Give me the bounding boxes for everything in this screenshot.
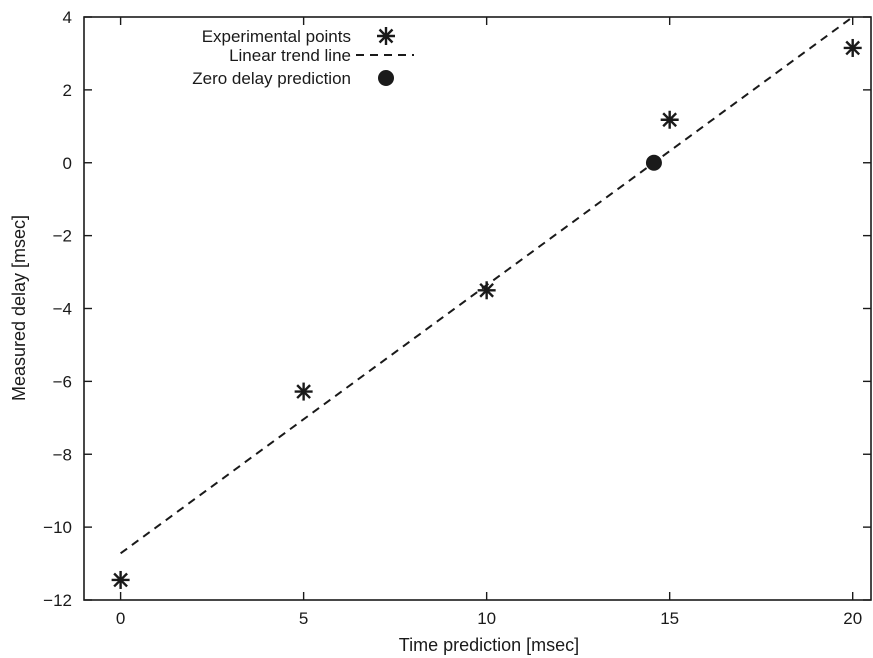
x-tick-label: 10 <box>477 609 496 628</box>
legend-dot-icon <box>378 70 394 86</box>
y-tick-label: 4 <box>63 8 72 27</box>
y-tick-label: 0 <box>63 154 72 173</box>
data-point-asterisk <box>660 110 679 129</box>
data-point-asterisk <box>843 38 862 57</box>
x-tick-label: 15 <box>660 609 679 628</box>
x-axis-label: Time prediction [msec] <box>399 635 579 655</box>
legend-label: Linear trend line <box>229 46 351 65</box>
data-point-asterisk <box>477 281 496 300</box>
data-point-asterisk <box>294 382 313 401</box>
y-tick-label: 2 <box>63 81 72 100</box>
y-tick-label: −10 <box>43 518 72 537</box>
y-axis-label: Measured delay [msec] <box>9 215 29 401</box>
y-tick-label: −8 <box>53 445 72 464</box>
y-tick-label: −12 <box>43 591 72 610</box>
y-tick-label: −4 <box>53 300 72 319</box>
legend-asterisk-icon <box>377 27 395 45</box>
x-axis-ticks: 0 5 10 15 20 <box>116 17 862 628</box>
y-axis-ticks: −12 −10 −8 −6 −4 −2 0 2 4 <box>43 8 871 610</box>
x-tick-label: 5 <box>299 609 308 628</box>
x-tick-label: 20 <box>843 609 862 628</box>
data-point-asterisk <box>111 570 130 589</box>
series-layer <box>111 16 862 589</box>
x-tick-label: 0 <box>116 609 125 628</box>
plot-frame <box>83 16 872 601</box>
legend-label: Experimental points <box>202 27 351 46</box>
zero-delay-point <box>645 154 662 171</box>
y-tick-label: −2 <box>53 227 72 246</box>
legend-label: Zero delay prediction <box>192 69 351 88</box>
y-tick-label: −6 <box>53 372 72 391</box>
